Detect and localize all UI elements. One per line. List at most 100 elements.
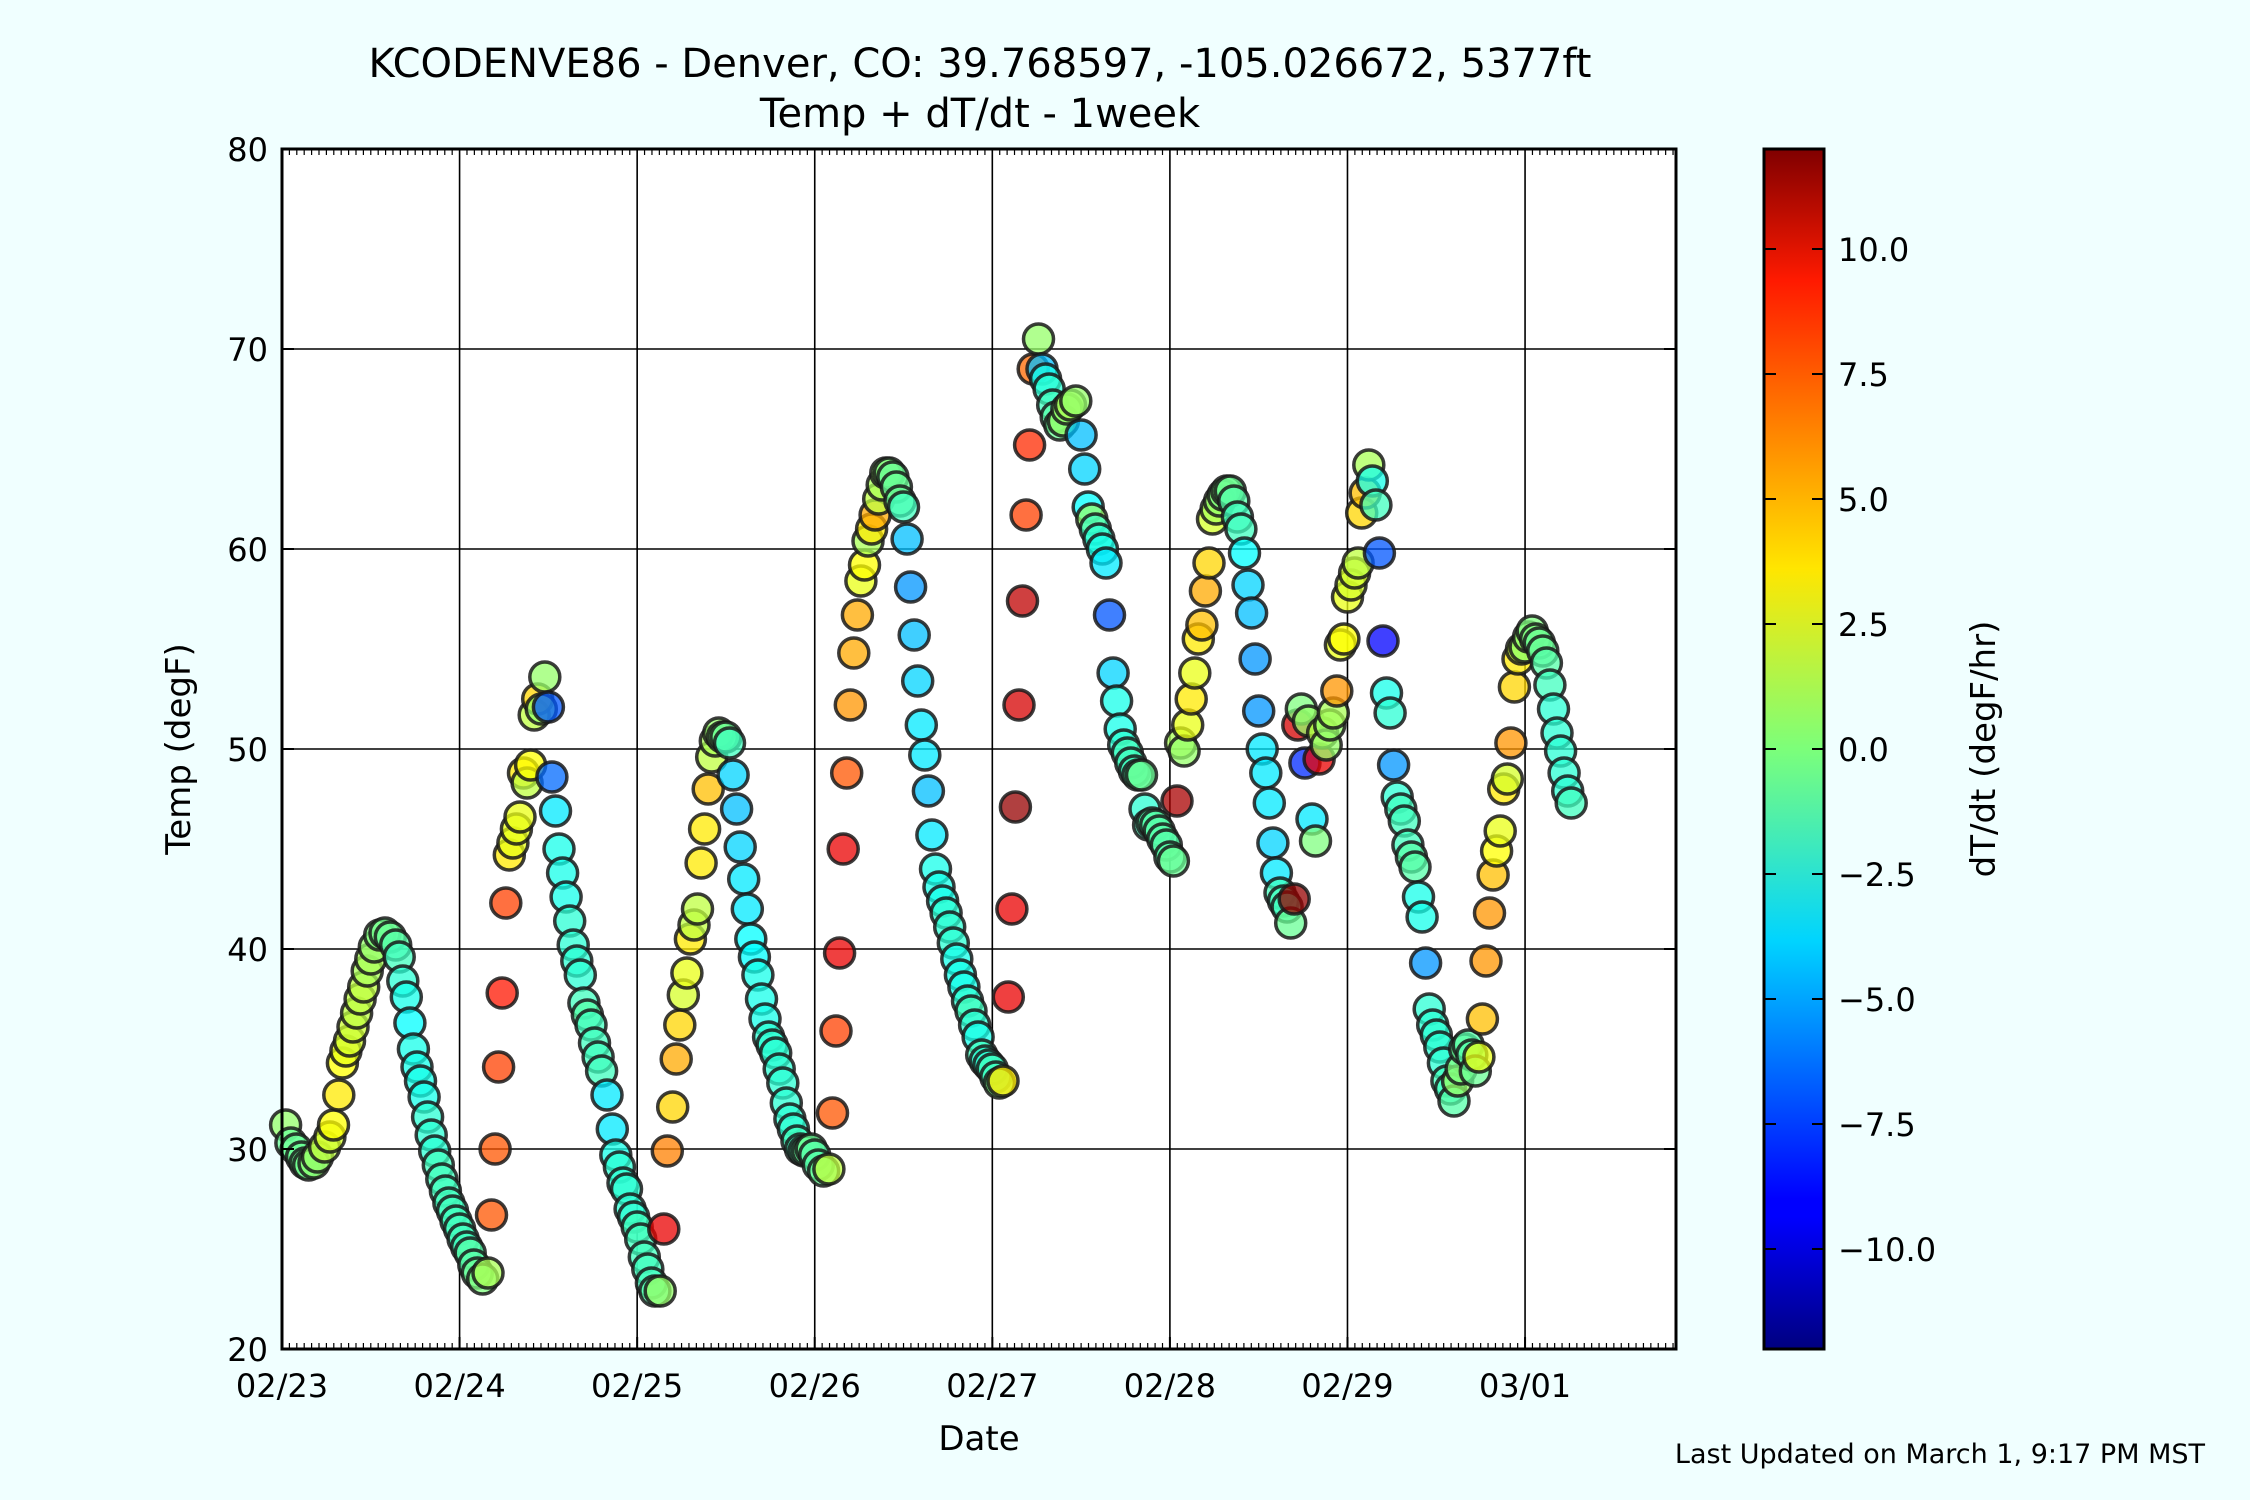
data-point — [590, 1078, 624, 1112]
colorbar-tick-label: −2.5 — [1838, 856, 1916, 894]
data-point — [1462, 1040, 1496, 1074]
data-point — [815, 1096, 850, 1130]
data-point — [1327, 622, 1361, 656]
data-point — [659, 1042, 693, 1076]
data-point — [1227, 536, 1262, 570]
data-point — [1405, 900, 1439, 934]
data-point — [833, 688, 868, 722]
data-points — [268, 322, 1588, 1308]
y-tick-label: 60 — [227, 531, 268, 569]
data-point — [684, 846, 718, 880]
colorbar-tick-label: 7.5 — [1838, 356, 1889, 394]
x-tick-label: 02/29 — [1301, 1367, 1393, 1405]
data-point — [322, 1078, 356, 1112]
data-point — [1408, 946, 1443, 980]
colorbar-tick-label: −7.5 — [1838, 1106, 1916, 1144]
data-point — [812, 1152, 846, 1186]
colorbar-tick-label: −10.0 — [1838, 1231, 1936, 1269]
data-point — [1298, 824, 1333, 858]
data-point — [1494, 726, 1528, 760]
data-point — [723, 830, 757, 864]
axis-ticks: 20 30 40 50 60 70 80 02/23 02/24 02/25 02/26 02/27 0… — [227, 131, 1676, 1405]
y-tick-label: 20 — [227, 1331, 268, 1369]
data-point — [998, 790, 1033, 824]
data-point — [489, 886, 523, 920]
x-tick-label: 02/24 — [413, 1367, 505, 1405]
data-point — [886, 490, 921, 524]
data-point — [1156, 844, 1191, 878]
colorbar-label: dT/dt (degF/hr) — [1964, 621, 2004, 878]
data-point — [1249, 756, 1283, 790]
data-point — [1124, 758, 1159, 792]
y-tick-label: 50 — [227, 731, 268, 769]
data-point — [1192, 546, 1226, 580]
data-point — [485, 976, 519, 1010]
data-point — [890, 522, 924, 556]
data-point — [712, 726, 747, 760]
data-point — [531, 690, 566, 724]
chart-title: KCODENVE86 - Denver, CO: 39.768597, -105… — [369, 41, 1592, 87]
x-tick-label: 02/27 — [946, 1367, 1038, 1405]
data-point — [643, 1274, 677, 1308]
x-tick-label: 03/01 — [1479, 1367, 1571, 1405]
data-point — [1005, 584, 1040, 618]
data-point — [1241, 694, 1276, 728]
data-point — [1398, 850, 1432, 884]
data-point — [1252, 786, 1287, 820]
data-point — [1059, 384, 1093, 418]
data-point — [900, 664, 935, 698]
last-updated: Last Updated on March 1, 9:17 PM MST — [1675, 1439, 2206, 1470]
data-point — [995, 892, 1029, 926]
data-point — [1256, 826, 1290, 860]
x-axis-label: Date — [938, 1419, 1019, 1459]
data-point — [1067, 452, 1102, 486]
data-point — [478, 1132, 512, 1166]
data-point — [1376, 748, 1411, 782]
data-point — [528, 660, 562, 694]
data-point — [730, 892, 765, 926]
colorbar-tick-label: 0.0 — [1838, 731, 1889, 769]
data-point — [1002, 688, 1036, 722]
data-point — [840, 598, 875, 632]
data-point — [1092, 598, 1127, 632]
colorbar-tick-label: 2.5 — [1838, 606, 1889, 644]
data-point — [893, 570, 928, 604]
data-point — [647, 1212, 681, 1246]
colorbar-tick-label: 5.0 — [1838, 481, 1889, 519]
data-point — [1234, 596, 1269, 630]
data-point — [1469, 944, 1503, 978]
data-point — [1472, 896, 1507, 930]
data-point — [911, 774, 946, 808]
data-point — [1483, 814, 1517, 848]
data-point — [481, 1050, 516, 1084]
data-point — [687, 812, 722, 846]
y-axis-label: Temp (degF) — [159, 643, 199, 856]
data-point — [563, 958, 598, 992]
data-point — [837, 636, 871, 670]
data-point — [1089, 546, 1123, 580]
data-point — [1359, 488, 1393, 522]
data-point — [1554, 786, 1588, 820]
data-point — [471, 1256, 505, 1290]
colorbar-tick-label: 10.0 — [1838, 231, 1909, 269]
x-tick-label: 02/26 — [769, 1367, 861, 1405]
data-point — [726, 862, 761, 896]
data-point — [1096, 656, 1130, 690]
data-point — [1366, 624, 1400, 658]
data-point — [1009, 498, 1043, 532]
chart-subtitle: Temp + dT/dt - 1week — [759, 91, 1201, 137]
y-tick-label: 30 — [227, 1131, 268, 1169]
x-tick-label: 02/23 — [236, 1367, 328, 1405]
data-point — [1012, 428, 1047, 462]
data-point — [1178, 656, 1212, 690]
data-point — [503, 800, 537, 834]
x-tick-label: 02/28 — [1124, 1367, 1216, 1405]
data-point — [819, 1014, 853, 1048]
data-point — [474, 1198, 509, 1232]
data-point — [1373, 696, 1407, 730]
data-point — [1238, 642, 1272, 676]
data-point — [826, 832, 860, 866]
data-point — [316, 1108, 351, 1142]
data-point — [663, 1008, 697, 1042]
